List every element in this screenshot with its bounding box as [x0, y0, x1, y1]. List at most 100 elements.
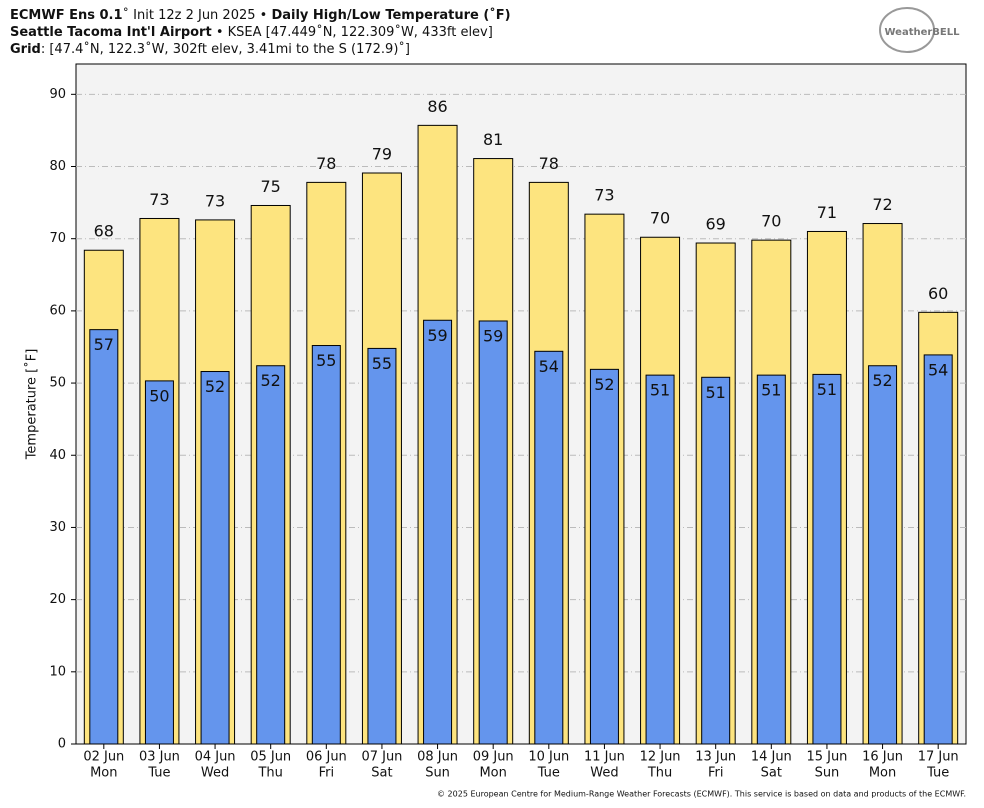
- x-tick-weekday: Wed: [590, 766, 618, 781]
- x-tick-label: 15 Jun: [806, 750, 847, 765]
- value-label: 72: [872, 195, 892, 214]
- x-tick-weekday: Wed: [201, 766, 229, 781]
- value-label: 54: [928, 360, 948, 379]
- x-tick-weekday: Fri: [319, 766, 335, 781]
- x-tick-label: 07 Jun: [361, 750, 402, 765]
- value-label: 69: [706, 215, 726, 234]
- logo-text: WeatherBELL: [884, 27, 960, 38]
- value-label: 75: [261, 177, 281, 196]
- y-tick-label: 10: [49, 664, 66, 679]
- title-segment: • KSEA [47.449˚N, 122.309˚W, 433ft elev]: [212, 24, 493, 40]
- value-label: 51: [817, 380, 837, 399]
- value-label: 73: [205, 191, 225, 210]
- y-axis-label: Temperature [˚F]: [24, 349, 40, 461]
- bar: [645, 374, 675, 745]
- value-label: 52: [261, 371, 281, 390]
- value-label: 68: [94, 222, 114, 241]
- value-label: 51: [706, 383, 726, 402]
- x-tick-label: 16 Jun: [862, 750, 903, 765]
- title-segment: ˚ Init 12z 2 Jun 2025 •: [123, 7, 272, 23]
- bar: [367, 347, 397, 745]
- title-segment: : [47.4˚N, 122.3˚W, 302ft elev, 3.41mi t…: [41, 41, 410, 57]
- x-tick-weekday: Tue: [147, 766, 170, 781]
- title-line: ECMWF Ens 0.1˚ Init 12z 2 Jun 2025 • Dai…: [10, 7, 511, 23]
- value-label: 81: [483, 130, 503, 149]
- x-tick-label: 03 Jun: [139, 750, 180, 765]
- x-tick-label: 09 Jun: [473, 750, 514, 765]
- value-label: 55: [372, 354, 392, 373]
- x-tick-label: 02 Jun: [83, 750, 124, 765]
- value-label: 73: [594, 186, 614, 205]
- title-segment: Daily High/Low Temperature (˚F): [271, 7, 510, 23]
- value-label: 60: [928, 284, 948, 303]
- credit: © 2025 European Centre for Medium-Range …: [437, 790, 966, 799]
- title-line: Seattle Tacoma Int'l Airport • KSEA [47.…: [10, 24, 493, 40]
- value-label: 55: [316, 351, 336, 370]
- value-label: 54: [539, 357, 559, 376]
- value-label: 52: [205, 377, 225, 396]
- value-label: 59: [427, 326, 447, 345]
- y-tick-label: 80: [49, 159, 66, 174]
- x-tick-label: 05 Jun: [250, 750, 291, 765]
- bar: [423, 319, 453, 745]
- logo: WeatherBELL: [879, 7, 960, 53]
- bar: [89, 329, 119, 745]
- x-tick-label: 13 Jun: [695, 750, 736, 765]
- value-label: 50: [149, 386, 169, 405]
- value-label: 52: [872, 371, 892, 390]
- value-label: 86: [427, 97, 447, 116]
- x-tick-weekday: Tue: [537, 766, 560, 781]
- y-tick-label: 40: [49, 448, 66, 463]
- bar: [812, 373, 842, 745]
- y-tick-label: 20: [49, 592, 66, 607]
- value-label: 78: [539, 154, 559, 173]
- x-tick-weekday: Thu: [257, 766, 282, 781]
- y-tick-label: 90: [49, 87, 66, 102]
- y-tick-label: 50: [49, 376, 66, 391]
- x-tick-weekday: Sun: [815, 766, 840, 781]
- bar: [200, 371, 230, 745]
- y-tick-label: 0: [58, 737, 66, 752]
- x-tick-label: 17 Jun: [918, 750, 959, 765]
- x-tick-label: 08 Jun: [417, 750, 458, 765]
- bar: [478, 320, 508, 745]
- x-tick-label: 04 Jun: [195, 750, 236, 765]
- bar: [589, 368, 619, 745]
- y-tick-label: 60: [49, 303, 66, 318]
- value-label: 51: [761, 381, 781, 400]
- x-tick-weekday: Mon: [869, 766, 896, 781]
- x-tick-label: 14 Jun: [751, 750, 792, 765]
- title-segment: Grid: [10, 42, 41, 57]
- x-tick-weekday: Mon: [90, 766, 117, 781]
- y-tick-label: 30: [49, 520, 66, 535]
- x-tick-weekday: Sat: [761, 766, 782, 781]
- x-tick-label: 11 Jun: [584, 750, 625, 765]
- y-tick-label: 70: [49, 231, 66, 246]
- title-segment: ECMWF Ens 0.1: [10, 8, 123, 23]
- value-label: 73: [149, 190, 169, 209]
- value-label: 70: [761, 212, 781, 231]
- x-tick-label: 12 Jun: [640, 750, 681, 765]
- value-label: 57: [94, 335, 114, 354]
- value-label: 71: [817, 203, 837, 222]
- value-label: 79: [372, 145, 392, 164]
- bar: [756, 374, 786, 745]
- value-label: 70: [650, 209, 670, 228]
- x-tick-weekday: Thu: [647, 766, 672, 781]
- logo-ring: [879, 7, 935, 53]
- bar: [144, 380, 174, 745]
- bar: [701, 376, 731, 745]
- bar: [923, 354, 953, 745]
- bar: [256, 365, 286, 745]
- x-tick-label: 10 Jun: [528, 750, 569, 765]
- value-label: 52: [594, 375, 614, 394]
- x-tick-label: 06 Jun: [306, 750, 347, 765]
- bar: [868, 365, 898, 745]
- title-segment: Seattle Tacoma Int'l Airport: [10, 25, 212, 40]
- x-tick-weekday: Fri: [708, 766, 724, 781]
- title-line: Grid: [47.4˚N, 122.3˚W, 302ft elev, 3.41…: [10, 41, 410, 57]
- x-tick-weekday: Mon: [479, 766, 506, 781]
- x-tick-weekday: Tue: [926, 766, 949, 781]
- bar: [534, 350, 564, 745]
